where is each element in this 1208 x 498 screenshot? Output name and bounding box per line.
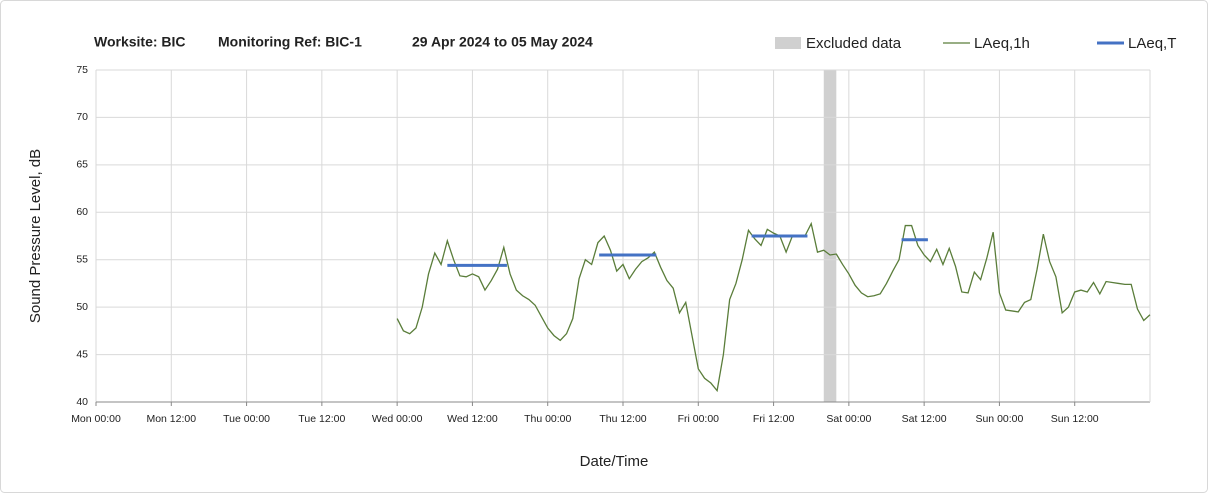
- x-axis-label: Date/Time: [580, 453, 649, 470]
- x-tick-label: Tue 00:00: [223, 413, 270, 425]
- y-tick-label: 50: [76, 301, 88, 313]
- x-tick-label: Mon 12:00: [146, 413, 196, 425]
- x-tick-label: Wed 00:00: [372, 413, 423, 425]
- y-axis-label: Sound Pressure Level, dB: [27, 149, 44, 323]
- x-tick-label: Tue 12:00: [298, 413, 345, 425]
- series-line: [396, 221, 1151, 393]
- x-tick-label: Fri 12:00: [753, 413, 795, 425]
- y-tick-label: 55: [76, 253, 88, 265]
- legend-label: Excluded data: [806, 35, 902, 52]
- y-tick-label: 65: [76, 159, 88, 171]
- x-tick-label: Thu 00:00: [524, 413, 571, 425]
- title-dates: 29 Apr 2024 to 05 May 2024: [412, 34, 593, 50]
- x-tick-label: Sat 00:00: [826, 413, 871, 425]
- x-tick-label: Sun 12:00: [1051, 413, 1099, 425]
- x-tick-label: Mon 00:00: [71, 413, 121, 425]
- x-tick-label: Sun 00:00: [975, 413, 1023, 425]
- x-tick-label: Fri 00:00: [678, 413, 720, 425]
- excluded-band: [823, 70, 837, 402]
- x-tick-label: Sat 12:00: [902, 413, 947, 425]
- legend-swatch: [775, 37, 801, 49]
- x-tick-label: Thu 12:00: [599, 413, 646, 425]
- y-tick-label: 70: [76, 111, 88, 123]
- legend-label: LAeq,T: [1128, 35, 1176, 52]
- title-worksite: Worksite: BIC: [94, 34, 186, 50]
- y-tick-label: 75: [76, 64, 88, 76]
- y-tick-label: 45: [76, 348, 88, 360]
- title-ref: Monitoring Ref: BIC-1: [218, 34, 362, 50]
- y-tick-label: 60: [76, 206, 88, 218]
- legend-label: LAeq,1h: [974, 35, 1030, 52]
- y-tick-label: 40: [76, 396, 88, 408]
- x-tick-label: Wed 12:00: [447, 413, 498, 425]
